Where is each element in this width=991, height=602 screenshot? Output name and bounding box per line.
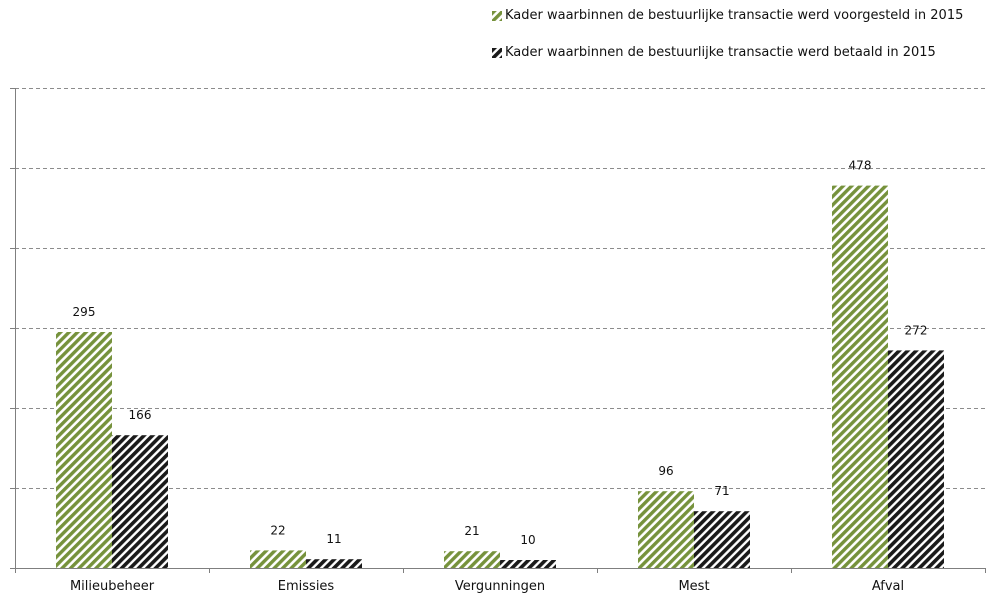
data-label: 96 xyxy=(658,464,673,478)
legend-label-paid: Kader waarbinnen de bestuurlijke transac… xyxy=(505,45,936,60)
bar-paid-vergunningen xyxy=(500,560,556,568)
data-label: 295 xyxy=(73,305,96,319)
data-label: 10 xyxy=(520,533,535,547)
bar-proposed-emissies xyxy=(250,550,306,568)
bar-proposed-afval xyxy=(832,185,888,568)
legend-item-paid: Kader waarbinnen de bestuurlijke transac… xyxy=(492,45,963,61)
x-tick-label: Mest xyxy=(678,579,709,594)
data-label: 21 xyxy=(464,524,479,538)
bar-paid-mest xyxy=(694,511,750,568)
bar-paid-emissies xyxy=(306,559,362,568)
data-label: 272 xyxy=(905,323,928,337)
bar-paid-milieubeheer xyxy=(112,435,168,568)
data-label: 166 xyxy=(129,408,152,422)
x-tick-label: Milieubeheer xyxy=(70,579,155,594)
legend: Kader waarbinnen de bestuurlijke transac… xyxy=(492,8,963,82)
legend-label-proposed: Kader waarbinnen de bestuurlijke transac… xyxy=(505,8,964,23)
data-label: 478 xyxy=(849,159,872,173)
bar-paid-afval xyxy=(888,350,944,568)
data-label: 22 xyxy=(270,523,285,537)
data-label: 71 xyxy=(714,484,729,498)
data-label: 11 xyxy=(326,532,341,546)
x-tick-label: Emissies xyxy=(278,579,335,594)
bar-proposed-vergunningen xyxy=(444,551,500,568)
x-tick-label: Afval xyxy=(872,579,904,594)
legend-item-proposed: Kader waarbinnen de bestuurlijke transac… xyxy=(492,8,963,24)
x-tick-label: Vergunningen xyxy=(455,579,545,594)
legend-swatch-paid xyxy=(492,48,502,58)
bar-proposed-mest xyxy=(638,491,694,568)
bar-proposed-milieubeheer xyxy=(56,332,112,568)
legend-swatch-proposed xyxy=(492,11,502,21)
